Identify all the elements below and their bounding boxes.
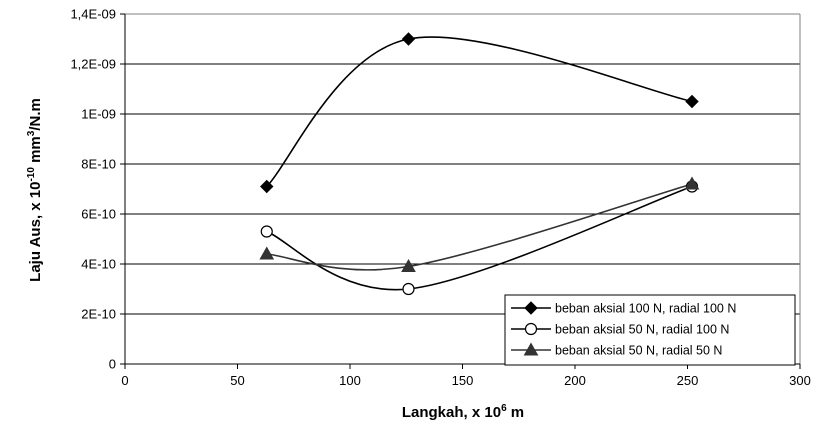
y-tick-label: 1,2E-09 bbox=[70, 57, 116, 72]
data-point-s3-1 bbox=[259, 246, 275, 260]
x-axis-title: Langkah, x 106 m bbox=[402, 403, 524, 421]
series-markers bbox=[259, 32, 700, 296]
data-point-s2-1 bbox=[260, 225, 273, 238]
x-tick-label: 150 bbox=[452, 373, 474, 388]
series-lines bbox=[266, 36, 693, 291]
y-tick-label: 1,4E-09 bbox=[70, 7, 116, 22]
tick-labels: 0 2E-10 4E-10 6E-10 8E-10 1E-09 1,2E-09 1,4E-09… bbox=[70, 7, 810, 389]
data-point-s1-2 bbox=[401, 32, 416, 46]
y-tick-label: 8E-10 bbox=[81, 157, 116, 172]
legend-marker-2 bbox=[524, 322, 538, 336]
data-point-s3-3 bbox=[684, 176, 700, 190]
legend-marker-3 bbox=[523, 342, 539, 356]
y-tick-label: 6E-10 bbox=[81, 207, 116, 222]
gridlines bbox=[125, 13, 800, 315]
legend-marker-1 bbox=[524, 301, 538, 315]
y-tick-label: 0 bbox=[109, 357, 116, 372]
legend-label-3: beban aksial 50 N, radial 50 N bbox=[555, 344, 722, 358]
data-point-s2-2 bbox=[402, 282, 415, 296]
y-axis-title: Laju Aus, x 10-10 mm3/N.m bbox=[26, 98, 44, 282]
x-tick-label: 300 bbox=[789, 373, 811, 388]
x-tick-label: 100 bbox=[339, 373, 361, 388]
x-tick-label: 250 bbox=[677, 373, 699, 388]
y-tick-label: 2E-10 bbox=[81, 307, 116, 322]
series-line-3 bbox=[266, 183, 693, 271]
data-point-s3-2 bbox=[401, 258, 416, 272]
x-tick-label: 200 bbox=[564, 373, 586, 388]
x-tick-label: 0 bbox=[121, 373, 128, 388]
data-point-s1-1 bbox=[260, 179, 274, 194]
data-point-s1-3 bbox=[685, 94, 699, 109]
x-tick-label: 50 bbox=[230, 373, 244, 388]
series-line-2 bbox=[266, 185, 693, 291]
y-tick-label: 1E-09 bbox=[81, 107, 116, 122]
y-tick-label: 4E-10 bbox=[81, 257, 116, 272]
series-line-1 bbox=[266, 36, 693, 188]
legend: beban aksial 100 N, radial 100 N beban ak… bbox=[504, 294, 796, 366]
legend-label-2: beban aksial 50 N, radial 100 N bbox=[555, 323, 729, 337]
legend-box bbox=[504, 294, 796, 366]
legend-label-1: beban aksial 100 N, radial 100 N bbox=[555, 302, 736, 316]
